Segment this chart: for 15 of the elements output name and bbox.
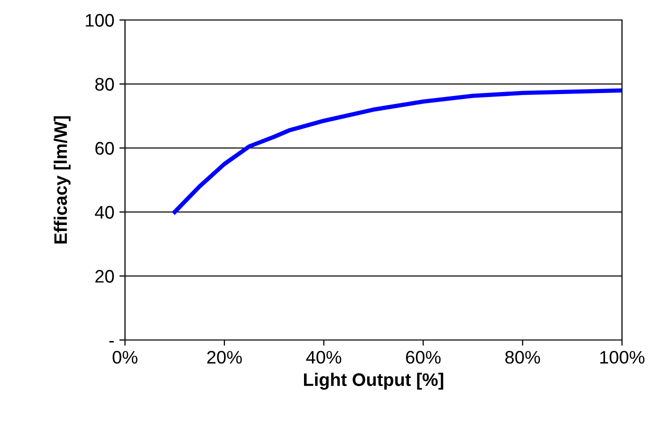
y-tick-label: 100 [86, 14, 114, 27]
x-tick-label: 40% [306, 350, 342, 364]
y-tick-label: 60 [95, 142, 114, 155]
y-tick-label: 40 [94, 206, 114, 219]
line-series [172, 88, 622, 214]
y-axis-title: Efficacy [lm/W] [54, 116, 71, 244]
y-tick-label: 20 [95, 270, 114, 283]
x-tick-label: 80% [505, 350, 540, 364]
x-tick-label: 100% [600, 350, 644, 364]
x-tick-label: 20% [207, 350, 242, 364]
x-tick-label: 60% [406, 350, 441, 364]
x-tick-label: 0% [112, 350, 138, 364]
y-tick-label: - [109, 341, 114, 342]
x-axis-title: Light Output [%] [304, 372, 444, 390]
y-tick-label: 80 [95, 78, 114, 91]
